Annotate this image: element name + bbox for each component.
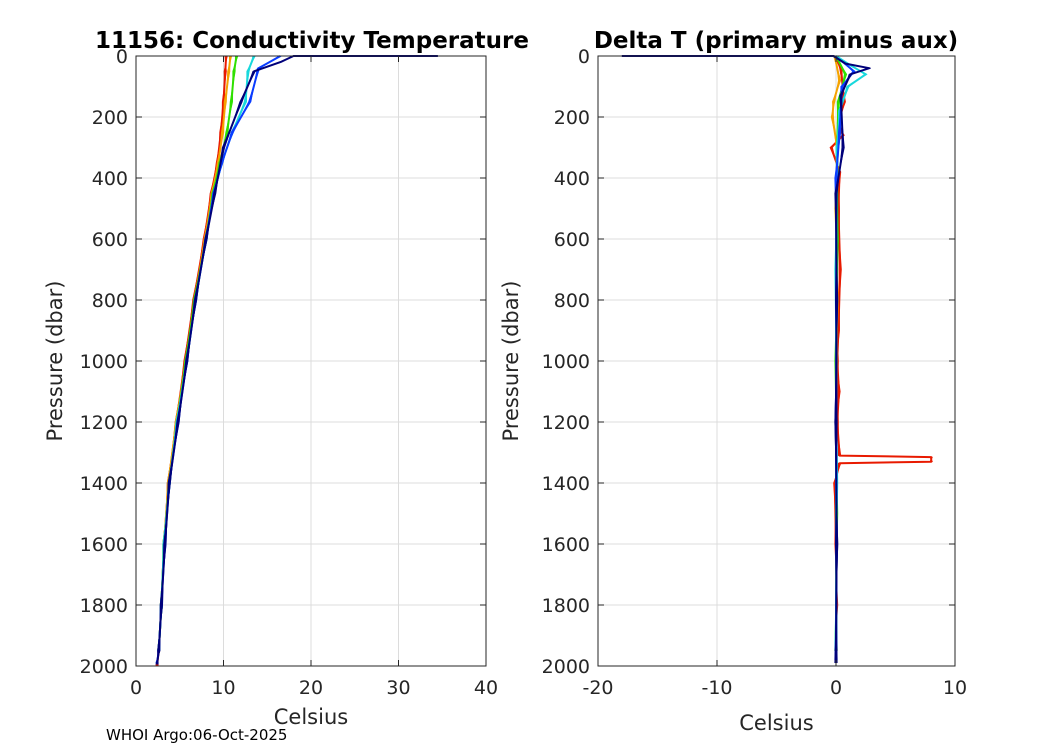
left-y-tick-label-8: 1600 bbox=[80, 534, 128, 556]
right-y-tick-label-2: 400 bbox=[554, 168, 590, 190]
right-x-tick-label-0: -20 bbox=[582, 677, 613, 699]
right-x-axis-label: Celsius bbox=[739, 711, 813, 735]
left-y-tick-label-6: 1200 bbox=[80, 412, 128, 434]
left-x-tick-label-2: 20 bbox=[299, 677, 323, 699]
left-y-tick-label-4: 800 bbox=[92, 290, 128, 312]
right-y-tick-label-8: 1600 bbox=[542, 534, 590, 556]
left-y-tick-label-1: 200 bbox=[92, 107, 128, 129]
right-x-tick-label-2: 0 bbox=[830, 677, 842, 699]
left-x-tick-label-4: 40 bbox=[474, 677, 498, 699]
right-y-tick-label-10: 2000 bbox=[542, 656, 590, 678]
left-y-tick-label-7: 1400 bbox=[80, 473, 128, 495]
left-chart-title: 11156: Conductivity Temperature bbox=[95, 28, 529, 54]
right-y-tick-label-4: 800 bbox=[554, 290, 590, 312]
right-series-5-line bbox=[621, 55, 871, 664]
left-y-tick-label-3: 600 bbox=[92, 229, 128, 251]
right-y-tick-label-7: 1400 bbox=[542, 473, 590, 495]
right-y-tick-label-6: 1200 bbox=[542, 412, 590, 434]
left-y-axis-label: Pressure (dbar) bbox=[43, 281, 67, 442]
right-y-tick-label-0: 0 bbox=[578, 46, 590, 68]
right-x-tick-label-1: -10 bbox=[701, 677, 732, 699]
right-chart-title: Delta T (primary minus aux) bbox=[594, 28, 958, 54]
right-x-tick-label-3: 10 bbox=[943, 677, 967, 699]
right-y-tick-label-5: 1000 bbox=[542, 351, 590, 373]
left-y-tick-label-0: 0 bbox=[116, 46, 128, 68]
left-y-tick-label-9: 1800 bbox=[80, 595, 128, 617]
left-x-axis-label: Celsius bbox=[274, 705, 348, 729]
right-chart-panel: -20 -10 0 100200400600800100012001400160018… bbox=[499, 28, 967, 735]
left-x-tick-label-3: 30 bbox=[386, 677, 410, 699]
left-y-tick-label-2: 400 bbox=[92, 168, 128, 190]
left-series-5-line bbox=[156, 55, 438, 665]
right-y-tick-label-3: 600 bbox=[554, 229, 590, 251]
left-chart-panel: 0 10 20 30 400200400600800100012001400160018… bbox=[43, 28, 529, 729]
right-y-axis-label: Pressure (dbar) bbox=[499, 281, 523, 442]
left-x-tick-label-1: 10 bbox=[211, 677, 235, 699]
left-x-tick-label-0: 0 bbox=[130, 677, 142, 699]
right-y-tick-label-1: 200 bbox=[554, 107, 590, 129]
right-series-group bbox=[620, 55, 933, 664]
right-y-tick-label-9: 1800 bbox=[542, 595, 590, 617]
footer-text: WHOI Argo:06-Oct-2025 bbox=[106, 726, 287, 744]
left-y-tick-label-10: 2000 bbox=[80, 656, 128, 678]
left-y-tick-label-5: 1000 bbox=[80, 351, 128, 373]
left-series-group bbox=[155, 55, 440, 667]
